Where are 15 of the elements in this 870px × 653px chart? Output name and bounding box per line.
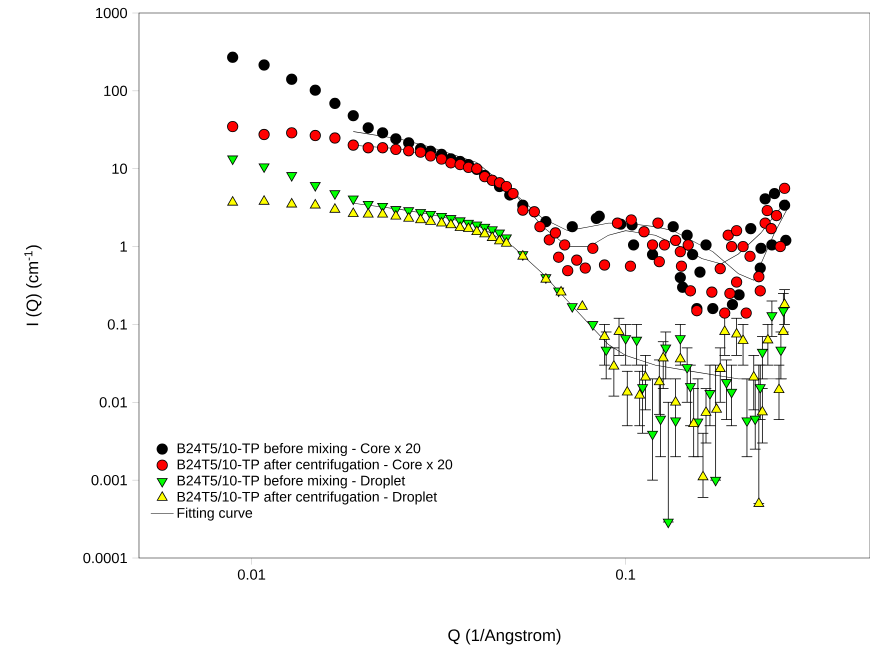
- y-tick-label: 1: [120, 242, 127, 252]
- legend-label: B24T5/10-TP before mixing - Core x 20: [178, 442, 420, 456]
- y-tick-label: 1000: [96, 8, 128, 18]
- y-tick-label: 0.1: [108, 319, 127, 330]
- x-axis-title: Q (1/Angstrom): [448, 628, 560, 644]
- y-tick-label: 0.01: [100, 397, 127, 408]
- y-axis-title: I (Q) (cm$^{-1}$): [24, 245, 42, 326]
- y-tick-label: 0.0001: [83, 552, 127, 564]
- legend-label: B24T5/10-TP before mixing - Droplet: [178, 475, 406, 488]
- y-tick-label: 100: [104, 86, 128, 96]
- y-tick-label: 10: [112, 164, 128, 174]
- legend-label: Fitting curve: [178, 508, 252, 521]
- y-tick-label: 0.001: [91, 474, 127, 486]
- legend-label: B24T5/10-TP after centrifugation - Droplet: [178, 491, 438, 504]
- legend-label: B24T5/10-TP after centrifugation - Core x 20: [178, 459, 452, 472]
